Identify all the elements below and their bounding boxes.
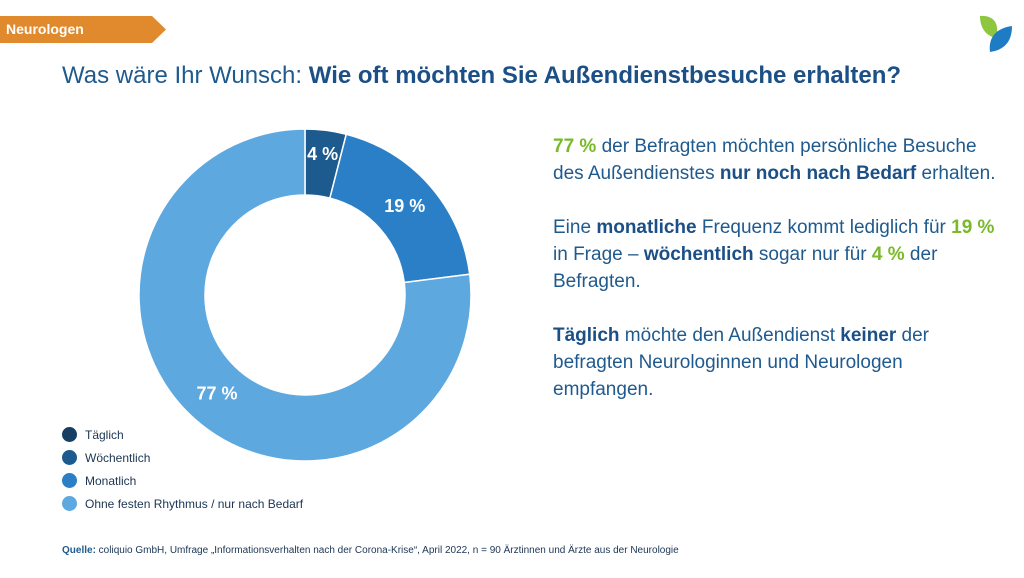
highlight-value: 4 % [871,244,905,265]
legend-label: Ohne festen Rhythmus / nur nach Bedarf [85,496,304,511]
legend-swatch [62,427,77,442]
legend-item: Monatlich [62,469,303,492]
highlight-value: 77 % [553,136,597,157]
donut-chart: 4 % 19 % 77 % [138,128,472,462]
legend-item: Täglich [62,423,303,446]
leaf-logo-blue [989,26,1012,52]
legend-label: Täglich [85,427,124,442]
leaf-logo-green [980,15,998,39]
page-title-lead: Was wäre Ihr Wunsch: [62,62,309,89]
text-span: möchte den Außendienst [619,325,841,346]
text-span: sogar nur für [753,244,872,265]
category-tag-label: Neurologen [6,21,84,37]
page-title-question: Wie oft möchten Sie Außendienstbesuche e… [308,62,902,89]
summary-paragraph-1: 77 % der Befragten möchten persönliche B… [553,133,1003,187]
chart-legend: Täglich Wöchentlich Monatlich Ohne festen R… [62,423,303,515]
legend-label: Monatlich [85,473,137,488]
legend-item: Ohne festen Rhythmus / nur nach Bedarf [62,492,303,515]
bold-text: wöchentlich [643,244,754,265]
bold-text: nur noch nach Bedarf [719,163,917,184]
bold-text: keiner [840,325,897,346]
text-span: der befragten Neurologinnen und Neurolog… [553,325,930,400]
legend-swatch [62,450,77,465]
leaf-logo-icon [980,15,1012,52]
source-note: Quelle: coliquio GmbH, Umfrage „Informat… [62,545,679,556]
legend-item: Wöchentlich [62,446,303,469]
bold-text: Täglich [553,325,620,346]
donut-slice-label-1: 4 % [307,144,338,164]
source-text: coliquio GmbH, Umfrage „Informationsverh… [95,545,679,556]
donut-slice-label-3: 77 % [197,384,238,404]
category-tag: Neurologen [0,16,166,43]
text-span: Frequenz kommt lediglich für [696,217,952,238]
donut-slice-3 [138,128,472,462]
highlight-value: 19 % [951,217,995,238]
summary-paragraph-3: Täglich möchte den Außendienst keiner de… [553,322,1003,403]
legend-swatch [62,473,77,488]
summary-text: 77 % der Befragten möchten persönliche B… [553,133,1003,430]
source-label: Quelle: [62,545,96,556]
text-span: Eine [553,217,597,238]
text-span: in Frage – [553,244,644,265]
page-title: Was wäre Ihr Wunsch: Wie oft möchten Sie… [62,62,901,90]
text-span: der Befragten möchten persönliche Besuch… [553,136,977,184]
text-span: erhalten. [916,163,996,184]
summary-paragraph-2: Eine monatliche Frequenz kommt lediglich… [553,214,1003,295]
donut-slice-label-2: 19 % [384,196,425,216]
legend-label: Wöchentlich [85,450,151,465]
legend-swatch [62,496,77,511]
text-span: der Befragten. [553,244,938,292]
bold-text: monatliche [596,217,697,238]
